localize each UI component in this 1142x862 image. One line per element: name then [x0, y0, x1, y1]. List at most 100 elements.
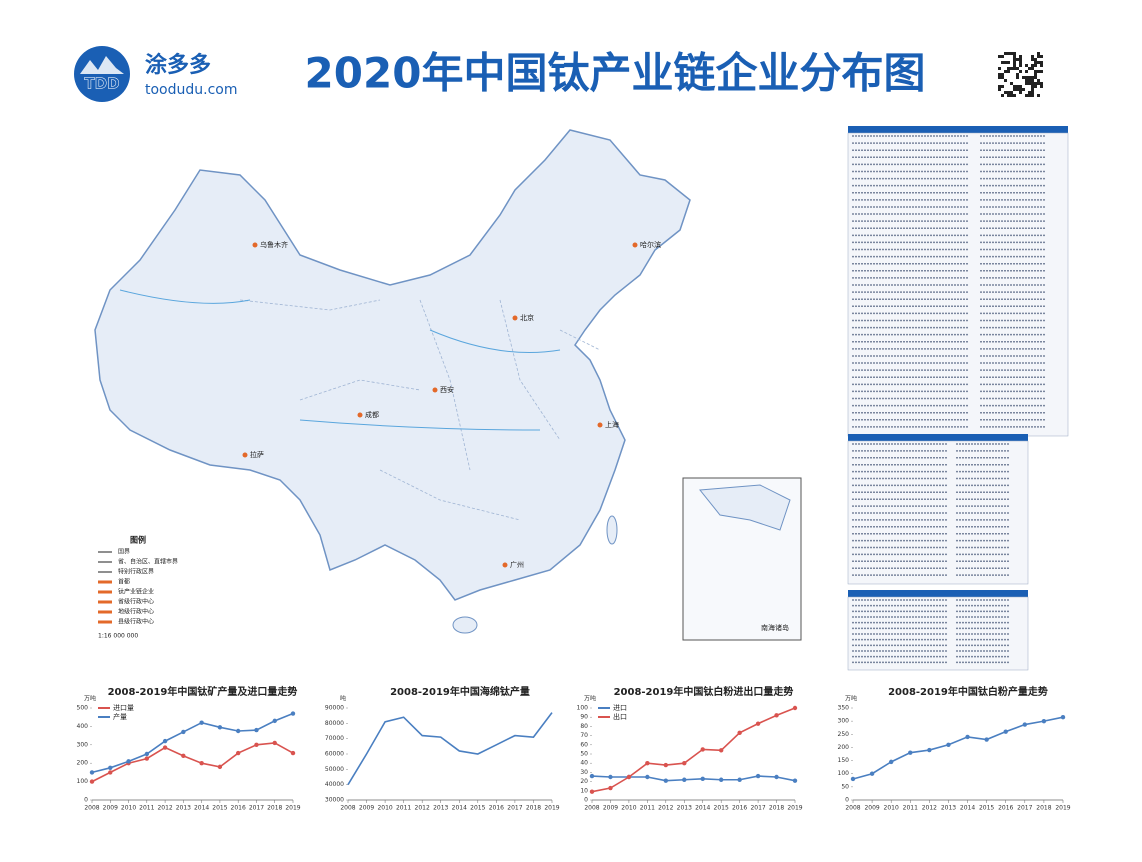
legend-item: 县级行政中心 [118, 618, 154, 626]
point [850, 776, 856, 782]
city-label: 北京 [520, 313, 534, 322]
x-tick-label: 2012 [922, 805, 937, 812]
qr-cell [1025, 76, 1028, 79]
y-tick-label: 0 [845, 797, 849, 804]
y-tick-label: 150 [838, 757, 850, 764]
x-tick-label: 2009 [359, 805, 374, 812]
qr-cell [1004, 79, 1007, 82]
legend-item: 钛产业链企业 [118, 588, 154, 596]
y-tick-label: 40000 [325, 781, 344, 788]
qr-cell [1034, 64, 1037, 67]
y-axis-unit: 万吨 [584, 695, 596, 703]
city-marker [597, 422, 603, 428]
y-tick-label: 100 [838, 770, 850, 777]
x-tick-label: 2013 [677, 805, 692, 812]
y-tick-label: 300 [838, 718, 850, 725]
qr-cell [1034, 82, 1037, 85]
qr-cell [1016, 85, 1019, 88]
qr-cell [1022, 76, 1025, 79]
legend-item: 省级行政中心 [118, 598, 154, 606]
x-tick-label: 2009 [864, 805, 879, 812]
city-marker [502, 562, 508, 568]
x-tick-label: 2015 [212, 805, 227, 812]
x-tick-label: 2019 [1055, 805, 1070, 812]
taiwan [606, 515, 618, 545]
hainan [452, 616, 478, 634]
series-line [91, 712, 294, 774]
qr-cell [1028, 94, 1031, 97]
table-header [848, 590, 1028, 597]
qr-cell [1031, 76, 1034, 79]
x-tick-label: 2018 [1036, 805, 1051, 812]
qr-cell [1004, 52, 1007, 55]
qr-cell [1016, 67, 1019, 70]
qr-cell [1019, 58, 1022, 61]
point [144, 756, 150, 761]
point [755, 773, 761, 779]
point [682, 777, 687, 782]
qr-cell [998, 55, 1001, 58]
logo-text: TDD [84, 75, 119, 93]
point [235, 728, 241, 734]
point [108, 765, 113, 770]
qr-cell [1031, 67, 1034, 70]
qr-cell [1037, 70, 1040, 73]
qr-cell [1013, 85, 1016, 88]
qr-cell [1031, 94, 1034, 97]
qr-cell [1019, 70, 1022, 73]
x-tick-label: 2018 [267, 805, 282, 812]
qr-code [998, 52, 1043, 97]
qr-cell [1040, 55, 1043, 58]
y-tick-label: 200 [77, 760, 89, 767]
y-axis-unit: 吨 [340, 695, 346, 703]
y-tick-label: 350 [838, 705, 850, 712]
x-tick-label: 2010 [621, 805, 636, 812]
qr-cell [1034, 76, 1037, 79]
x-tick-label: 2008 [845, 805, 860, 812]
point [888, 759, 894, 765]
qr-cell [1037, 94, 1040, 97]
point [608, 774, 613, 780]
point [89, 770, 95, 775]
x-tick-label: 2013 [433, 805, 448, 812]
qr-cell [1040, 64, 1043, 67]
y-tick-label: 0 [584, 797, 588, 804]
legend-item: 特别行政区界 [118, 568, 154, 576]
qr-cell [1037, 55, 1040, 58]
legend-item: 地级行政中心 [118, 608, 154, 616]
chart-title: 2008-2019年中国钛矿产量及进口量走势 [108, 685, 298, 698]
qr-cell [1028, 79, 1031, 82]
qr-cell [1013, 67, 1016, 70]
point [181, 753, 186, 759]
y-tick-label: 80000 [325, 720, 344, 727]
point [700, 747, 705, 752]
y-tick-label: 20 [580, 778, 588, 785]
legend-item: 首都 [118, 578, 130, 586]
x-tick-label: 2012 [157, 805, 172, 812]
city-marker [512, 315, 518, 321]
x-tick-label: 2016 [732, 805, 747, 812]
point [217, 725, 223, 730]
qr-cell [1019, 64, 1022, 67]
qr-cell [1025, 94, 1028, 97]
x-tick-label: 2012 [415, 805, 430, 812]
qr-cell [1031, 91, 1034, 94]
x-tick-label: 2013 [941, 805, 956, 812]
map-scale: 1:16 000 000 [98, 633, 138, 640]
x-tick-label: 2018 [526, 805, 541, 812]
point [663, 762, 669, 768]
city-marker [432, 387, 438, 393]
qr-cell [1040, 82, 1043, 85]
qr-cell [1004, 70, 1007, 73]
y-tick-label: 60 [580, 741, 588, 748]
point [645, 774, 650, 780]
x-tick-label: 2009 [603, 805, 618, 812]
inset-land [699, 484, 791, 531]
x-tick-label: 2011 [396, 805, 411, 812]
qr-cell [1034, 61, 1037, 64]
y-tick-label: 50 [841, 783, 849, 790]
point [718, 777, 724, 782]
point [199, 720, 204, 725]
china-outline [94, 129, 691, 601]
